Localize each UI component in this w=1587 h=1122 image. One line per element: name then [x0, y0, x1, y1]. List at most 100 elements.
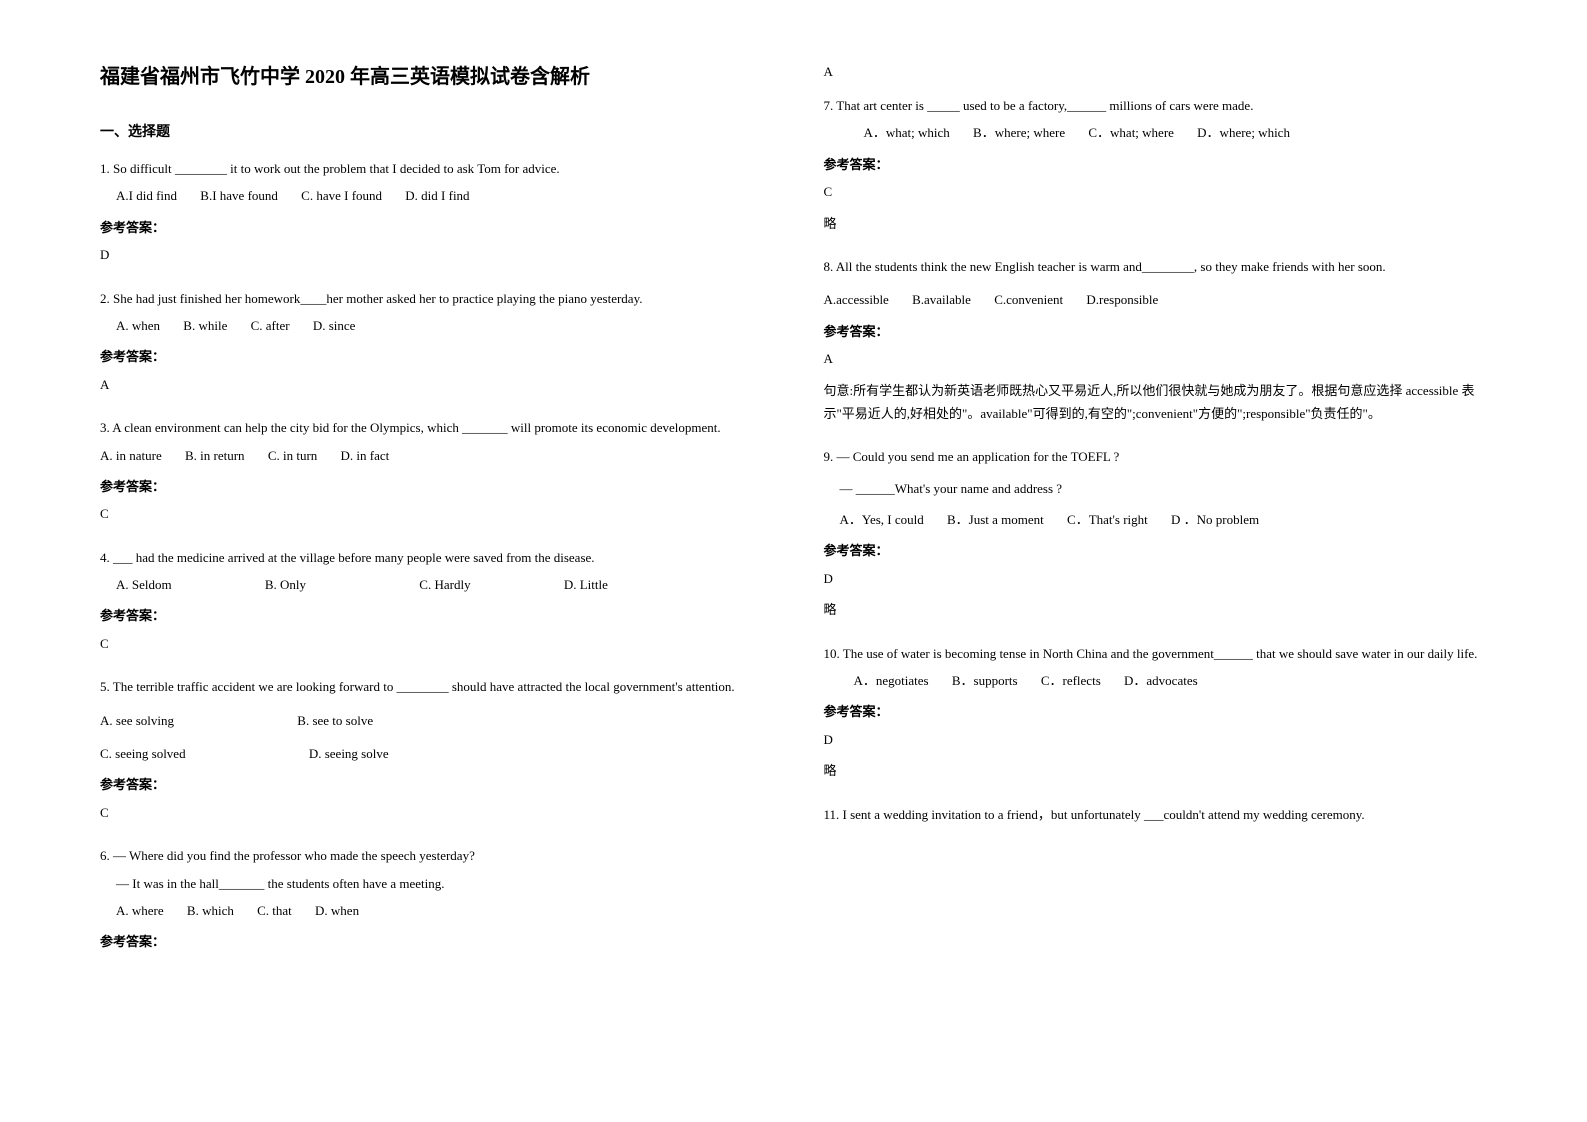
q3-text: 3. A clean environment can help the city… [100, 416, 764, 439]
q6-text1: 6. — Where did you find the professor wh… [100, 844, 764, 867]
q2-optC: C. after [251, 314, 290, 337]
q5-optB: B. see to solve [297, 709, 373, 732]
q4-options: A. Seldom B. Only C. Hardly D. Little [116, 573, 764, 596]
q6-optA: A. where [116, 899, 164, 922]
q8-optB: B.available [912, 288, 971, 311]
page-title: 福建省福州市飞竹中学 2020 年高三英语模拟试卷含解析 [100, 60, 764, 89]
q5-options-row2: C. seeing solved D. seeing solve [100, 742, 764, 765]
q7-answer: C [824, 180, 1488, 203]
question-10: 10. The use of water is becoming tense i… [824, 642, 1488, 791]
q6-answer: A [824, 64, 1488, 80]
q1-optD: D. did I find [405, 184, 469, 207]
q2-answer: A [100, 373, 764, 396]
q4-answer-label: 参考答案： [100, 604, 764, 627]
question-1: 1. So difficult ________ it to work out … [100, 157, 764, 275]
q1-answer-label: 参考答案： [100, 216, 764, 239]
question-9: 9. — Could you send me an application fo… [824, 445, 1488, 629]
q6-answer-label: 参考答案： [100, 930, 764, 953]
q7-explanation: 略 [824, 212, 1488, 235]
q10-optD: D．advocates [1124, 669, 1198, 692]
q1-optC: C. have I found [301, 184, 382, 207]
q5-text: 5. The terrible traffic accident we are … [100, 675, 764, 698]
q10-optA: A．negotiates [854, 669, 929, 692]
q8-optD: D.responsible [1086, 288, 1158, 311]
q9-answer-label: 参考答案： [824, 539, 1488, 562]
q8-answer: A [824, 347, 1488, 370]
q2-optD: D. since [313, 314, 356, 337]
right-column: A 7. That art center is _____ used to be… [824, 60, 1488, 1062]
q8-optC: C.convenient [994, 288, 1063, 311]
question-3: 3. A clean environment can help the city… [100, 416, 764, 534]
q6-optB: B. which [187, 899, 234, 922]
q11-text: 11. I sent a wedding invitation to a fri… [824, 803, 1488, 826]
q5-answer: C [100, 801, 764, 824]
q10-answer: D [824, 728, 1488, 751]
q1-optB: B.I have found [200, 184, 278, 207]
q7-optB: B．where; where [973, 121, 1065, 144]
q3-answer: C [100, 502, 764, 525]
q4-optB: B. Only [265, 573, 306, 596]
q2-options: A. when B. while C. after D. since [116, 314, 764, 337]
question-11: 11. I sent a wedding invitation to a fri… [824, 803, 1488, 830]
q3-optC: C. in turn [268, 444, 317, 467]
q9-options: A．Yes, I could B．Just a moment C．That's … [840, 508, 1488, 531]
q9-optB: B．Just a moment [947, 508, 1044, 531]
q5-optC: C. seeing solved [100, 742, 186, 765]
q4-answer: C [100, 632, 764, 655]
q8-explanation: 句意:所有学生都认为新英语老师既热心又平易近人,所以他们很快就与她成为朋友了。根… [824, 379, 1488, 426]
q9-answer: D [824, 567, 1488, 590]
q3-options: A. in nature B. in return C. in turn D. … [100, 444, 764, 467]
q4-optD: D. Little [564, 573, 608, 596]
q1-answer: D [100, 243, 764, 266]
q9-text2: — ______What's your name and address ? [840, 477, 1488, 500]
question-4: 4. ___ had the medicine arrived at the v… [100, 546, 764, 664]
q10-explanation: 略 [824, 759, 1488, 782]
q10-options: A．negotiates B．supports C．reflects D．adv… [854, 669, 1488, 692]
q8-text: 8. All the students think the new Englis… [824, 255, 1488, 278]
section-header: 一、选择题 [100, 121, 764, 141]
q2-optA: A. when [116, 314, 160, 337]
q10-optB: B．supports [952, 669, 1018, 692]
q7-optA: A．what; which [864, 121, 950, 144]
q9-optC: C．That's right [1067, 508, 1148, 531]
q10-answer-label: 参考答案： [824, 700, 1488, 723]
q2-optB: B. while [183, 314, 227, 337]
q1-options: A.I did find B.I have found C. have I fo… [116, 184, 764, 207]
q7-options: A．what; which B．where; where C．what; whe… [864, 121, 1488, 144]
q6-optC: C. that [257, 899, 292, 922]
q9-text1: 9. — Could you send me an application fo… [824, 445, 1488, 468]
question-2: 2. She had just finished her homework___… [100, 287, 764, 405]
q3-optB: B. in return [185, 444, 245, 467]
q5-answer-label: 参考答案： [100, 773, 764, 796]
q4-optA: A. Seldom [116, 573, 172, 596]
left-column: 福建省福州市飞竹中学 2020 年高三英语模拟试卷含解析 一、选择题 1. So… [100, 60, 764, 1062]
q6-options: A. where B. which C. that D. when [116, 899, 764, 922]
q1-optA: A.I did find [116, 184, 177, 207]
q9-explanation: 略 [824, 598, 1488, 621]
q8-answer-label: 参考答案： [824, 320, 1488, 343]
q8-options: A.accessible B.available C.convenient D.… [824, 288, 1488, 311]
q7-optC: C．what; where [1088, 121, 1174, 144]
q3-optD: D. in fact [341, 444, 390, 467]
q5-optA: A. see solving [100, 709, 174, 732]
q4-optC: C. Hardly [419, 573, 470, 596]
q7-text: 7. That art center is _____ used to be a… [824, 94, 1488, 117]
q5-options-row1: A. see solving B. see to solve [100, 709, 764, 732]
question-5: 5. The terrible traffic accident we are … [100, 675, 764, 832]
q6-optD: D. when [315, 899, 359, 922]
question-8: 8. All the students think the new Englis… [824, 255, 1488, 433]
q10-text: 10. The use of water is becoming tense i… [824, 642, 1488, 665]
q2-text: 2. She had just finished her homework___… [100, 287, 764, 310]
q9-optA: A．Yes, I could [840, 508, 924, 531]
q9-optD: D ．No problem [1171, 508, 1259, 531]
q4-text: 4. ___ had the medicine arrived at the v… [100, 546, 764, 569]
q5-optD: D. seeing solve [309, 742, 389, 765]
question-7: 7. That art center is _____ used to be a… [824, 94, 1488, 243]
q7-answer-label: 参考答案： [824, 153, 1488, 176]
q6-text2: — It was in the hall_______ the students… [116, 872, 764, 895]
q2-answer-label: 参考答案： [100, 345, 764, 368]
q10-optC: C．reflects [1041, 669, 1101, 692]
q7-optD: D．where; which [1197, 121, 1290, 144]
q3-optA: A. in nature [100, 444, 162, 467]
q1-text: 1. So difficult ________ it to work out … [100, 157, 764, 180]
